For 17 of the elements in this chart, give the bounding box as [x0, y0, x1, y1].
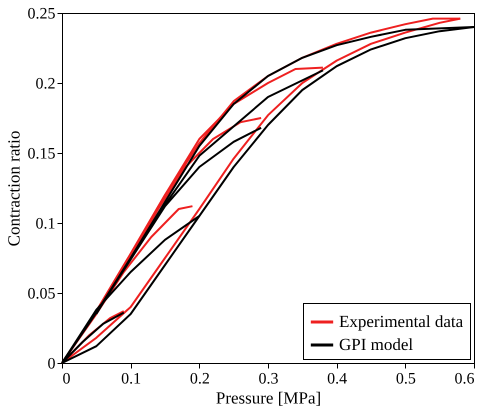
legend-label: GPI model [339, 335, 414, 354]
y-tick-label: 0.1 [36, 216, 56, 232]
x-tick-label: 0.6 [454, 370, 474, 388]
legend-label: Experimental data [339, 312, 464, 331]
x-tick-label: 0.4 [327, 370, 348, 388]
y-tick-label: 0.2 [36, 76, 56, 92]
y-tick-label: 0 [48, 356, 56, 372]
x-tick-label: 0.1 [121, 370, 142, 388]
y-tick-label: 0.15 [28, 146, 56, 162]
x-axis-title: Pressure [MPa] [216, 388, 322, 408]
y-axis-title: Contraction ratio [4, 130, 24, 246]
x-tick-label: 0.5 [396, 370, 416, 388]
x-tick-label: 0 [62, 370, 70, 388]
x-tick-label: 0.3 [258, 370, 278, 388]
x-tick-label: 0.2 [190, 370, 210, 388]
y-tick-label: 0.05 [28, 286, 56, 302]
y-tick-label: 0.25 [28, 6, 56, 22]
